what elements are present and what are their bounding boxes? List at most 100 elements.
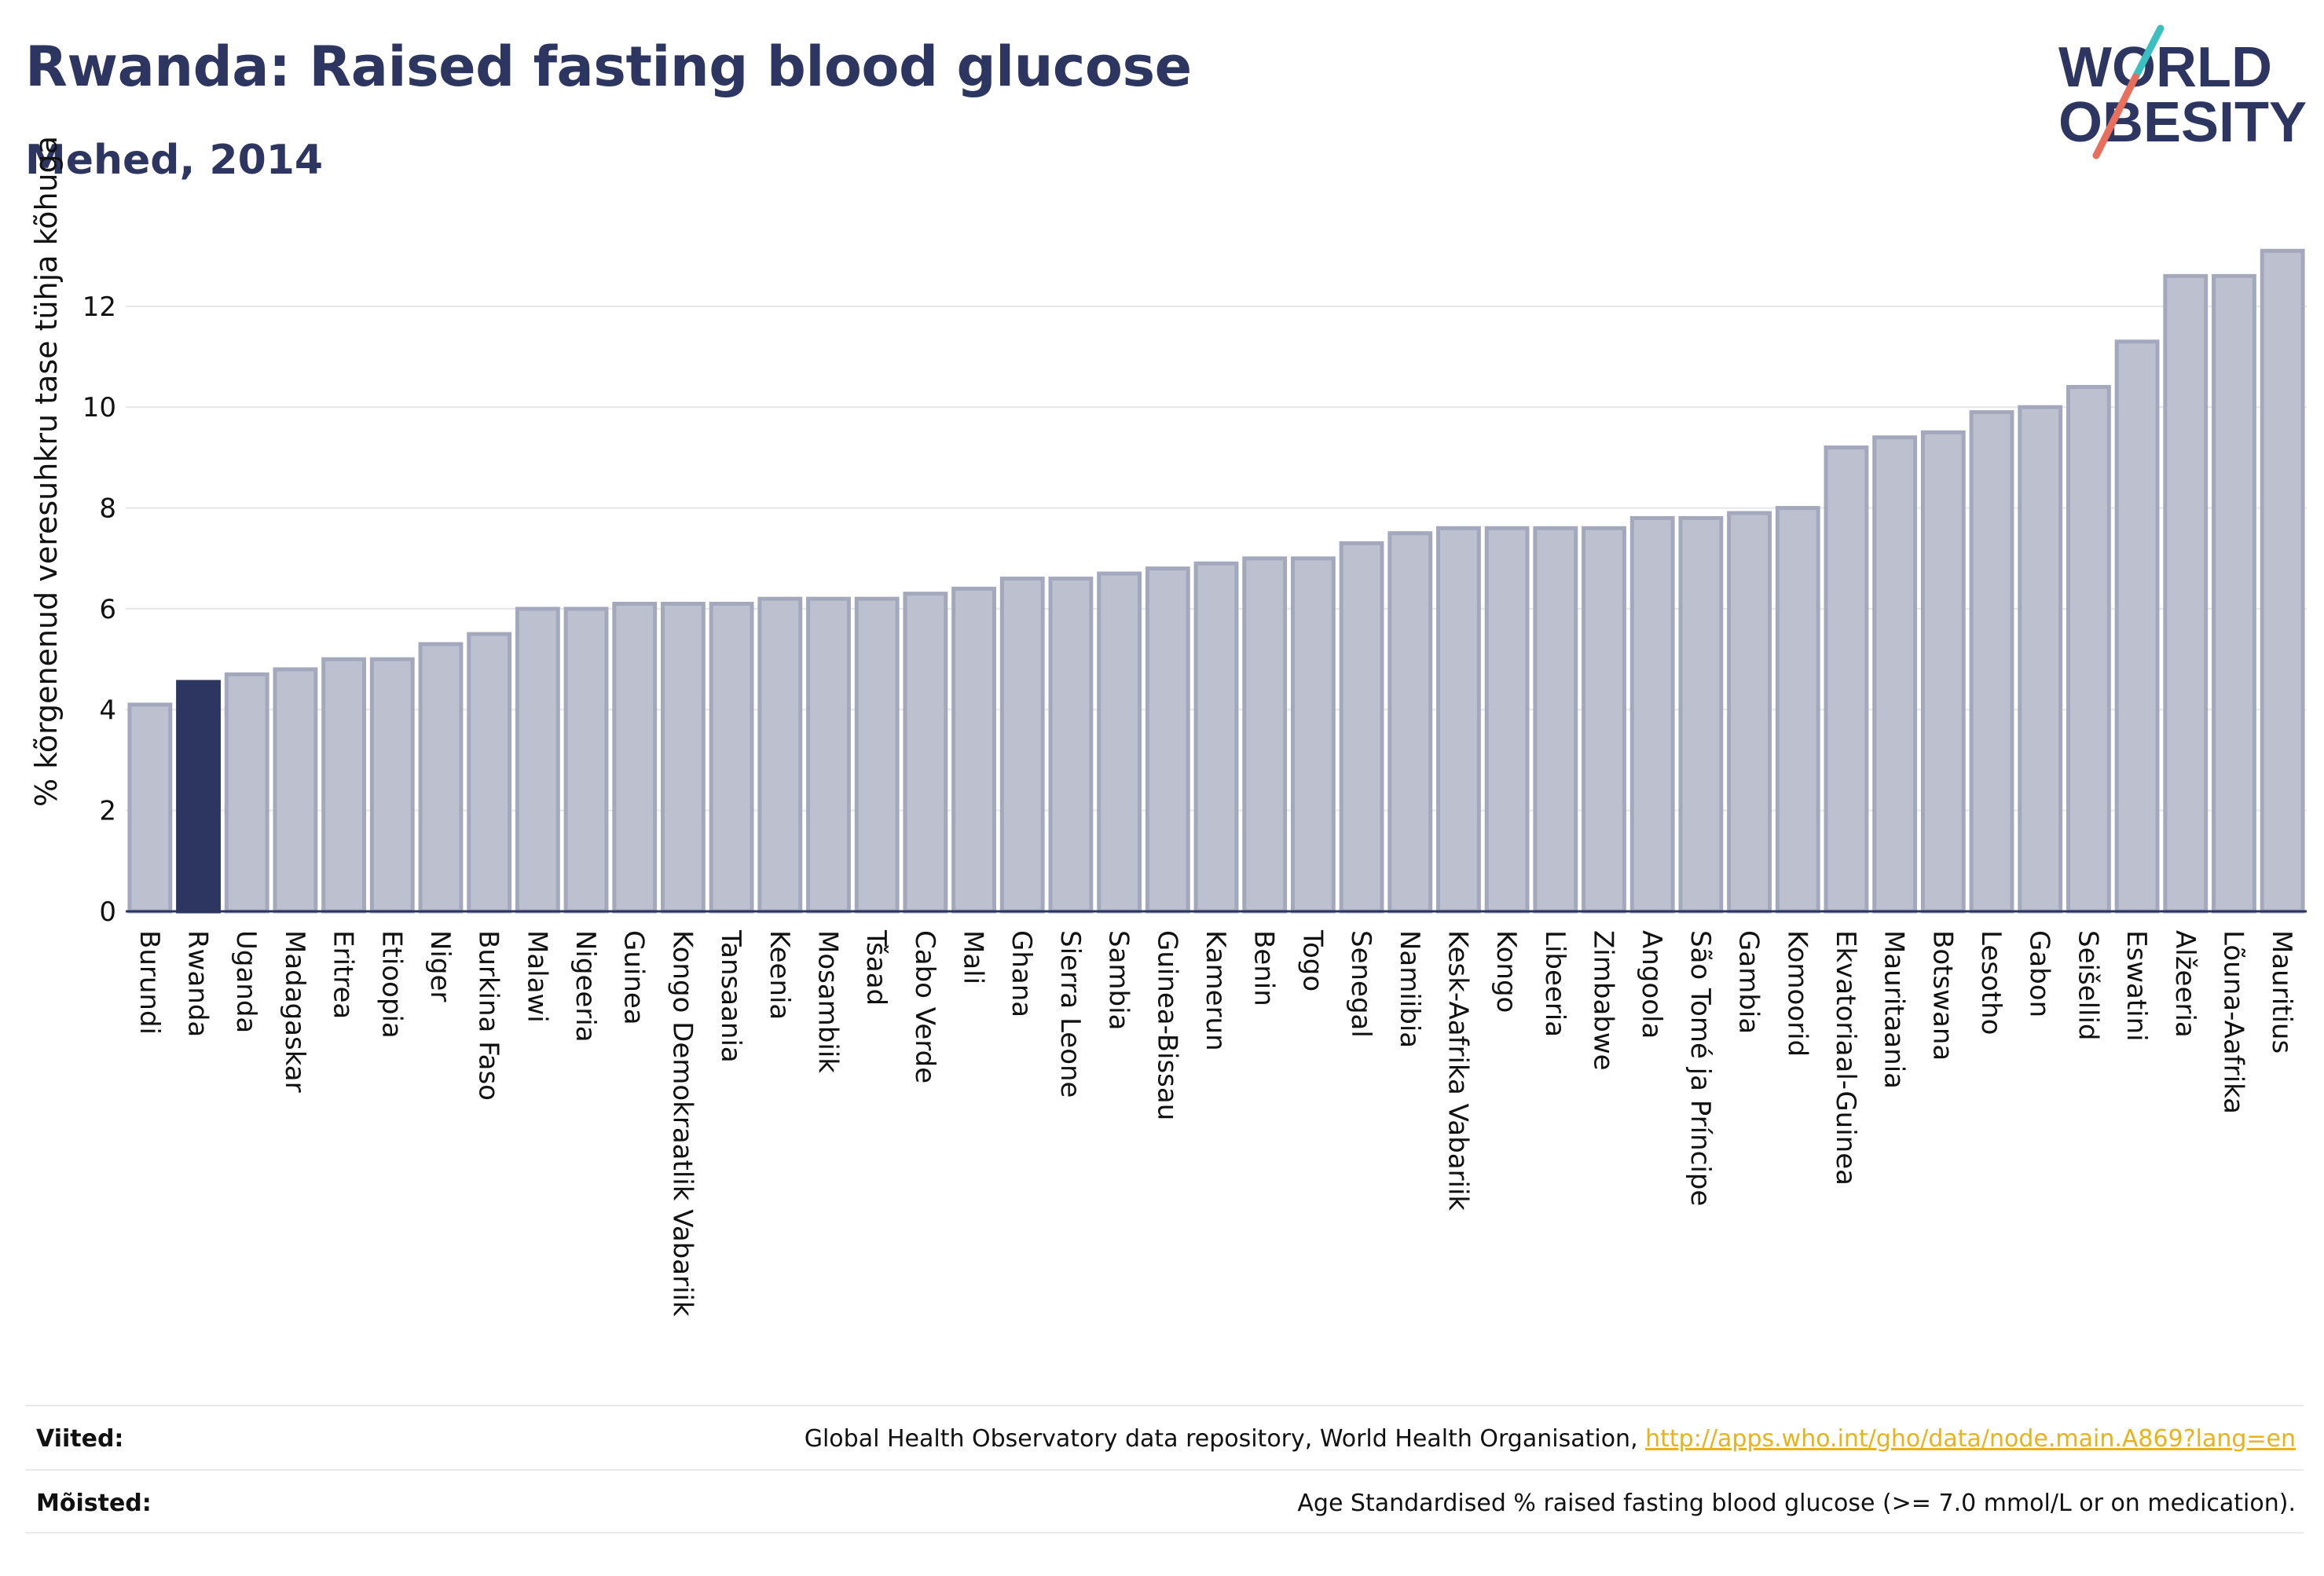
bar-malawi: [515, 607, 560, 914]
bar-guinea: [612, 602, 658, 914]
x-tick-label: Sierra Leone: [1054, 930, 1086, 1098]
bar-gambia: [1727, 511, 1772, 914]
x-tick-label: Etioopia: [376, 930, 407, 1039]
logo-slash-coral: [2092, 73, 2139, 159]
x-tick-label: Zimbabwe: [1588, 930, 1619, 1071]
x-tick-label: Nigeeria: [570, 930, 601, 1043]
footer-divider: [25, 1532, 2304, 1534]
bar-komoorid: [1775, 506, 1820, 914]
bars: [127, 248, 2305, 914]
definitions-text: Age Standardised % raised fasting blood …: [1297, 1489, 2296, 1517]
x-tick-label: São Tomé ja Príncipe: [1684, 930, 1716, 1206]
x-tick-label: Cabo Verde: [909, 930, 940, 1083]
chart-subtitle: Mehed, 2014: [25, 137, 324, 184]
bar-mosambiik: [806, 596, 851, 914]
y-tick-label: 8: [99, 493, 116, 525]
x-tick-label: Tšaad: [860, 929, 892, 1006]
bar-senegal: [1339, 541, 1384, 914]
x-tick-label: Libeeria: [1539, 930, 1571, 1037]
bar-benin: [1242, 556, 1288, 914]
x-tick-label: Senegal: [1345, 930, 1376, 1038]
bar-guinea-bissau: [1145, 566, 1190, 914]
sources-row: Viited: Global Health Observatory data r…: [25, 1405, 2304, 1471]
y-tick-label: 10: [82, 392, 116, 423]
x-tick-label: Keenia: [764, 930, 795, 1020]
bar-rwanda: [176, 680, 221, 914]
x-tick-label: Eritrea: [328, 930, 359, 1019]
logo-text-world: WORLD: [2058, 36, 2272, 99]
sources-text: Global Health Observatory data repositor…: [804, 1424, 1646, 1453]
x-tick-label: Eswatini: [2121, 930, 2152, 1042]
logo-slash-teal: [2132, 24, 2165, 81]
bar-madagaskar: [273, 667, 318, 914]
y-tick-label: 2: [99, 796, 116, 827]
bar-mauritaania: [1872, 435, 1918, 914]
bar-nigeeria: [563, 607, 609, 914]
bar-sambia: [1097, 571, 1142, 914]
x-tick-label: Ghana: [1006, 930, 1037, 1017]
chart-title: Rwanda: Raised fasting blood glucose: [25, 35, 1192, 99]
y-tick-label: 0: [99, 896, 116, 928]
bar-burkina-faso: [467, 632, 512, 914]
bar-angoola: [1629, 515, 1675, 914]
sources-link[interactable]: http://apps.who.int/gho/data/node.main.A…: [1645, 1424, 2296, 1453]
x-tick-label: Lesotho: [1975, 930, 2007, 1035]
sources-value: Global Health Observatory data repositor…: [805, 1425, 2304, 1453]
x-tick-label: Guinea: [618, 930, 650, 1025]
y-tick-label: 12: [82, 291, 116, 323]
x-tick-label: Mali: [958, 930, 989, 984]
x-tick-label: Mauritius: [2266, 930, 2297, 1054]
bar-kesk-aafrika-vabariik: [1436, 526, 1481, 914]
x-tick-label: Burkina Faso: [473, 930, 504, 1101]
x-tick-label: Malawi: [521, 930, 552, 1023]
x-tick-label: Seišellid: [2072, 930, 2103, 1041]
bar-mauritius: [2260, 248, 2305, 914]
bar-kongo: [1484, 526, 1530, 914]
x-tick-label: Botswana: [1926, 930, 1958, 1061]
bar-togo: [1290, 556, 1336, 914]
bar-zimbabwe: [1582, 526, 1626, 914]
bar-libeeria: [1533, 526, 1578, 914]
world-obesity-logo: WORLD OBESITY: [2058, 24, 2307, 159]
bar-gabon: [2018, 405, 2063, 914]
x-tick-label: Gambia: [1733, 930, 1765, 1034]
x-tick-label: Kamerun: [1200, 930, 1231, 1051]
bar-eritrea: [321, 657, 367, 914]
definitions-label: Mõisted:: [36, 1489, 152, 1517]
definitions-row: Mõisted: Age Standardised % raised fasti…: [25, 1469, 2304, 1535]
x-tick-label: Uganda: [230, 930, 262, 1033]
bar-l-una-aafrika: [2212, 273, 2256, 914]
x-tick-label: Guinea-Bissau: [1151, 930, 1182, 1120]
bar-kongo-demokraatlik-vabariik: [661, 602, 706, 914]
x-tick-label: Madagaskar: [279, 930, 310, 1093]
bar-ekvatoriaal-guinea: [1824, 445, 1869, 914]
bar-ghana: [999, 576, 1045, 914]
x-tick-label: Namiibia: [1394, 930, 1425, 1048]
x-tick-label: Benin: [1248, 930, 1280, 1006]
bar-mali: [951, 586, 996, 914]
x-tick-label: Mauritaania: [1879, 930, 1910, 1089]
bar-s-o-tom-ja-pr-ncipe: [1678, 515, 1724, 914]
y-tick-label: 4: [99, 695, 116, 726]
bar-keenia: [757, 596, 803, 914]
bar-chart: 0 2 4 6 8 10 12 Burundi Rwanda Uganda Madagaskar E…: [29, 136, 2307, 1317]
bar-etioopia: [369, 657, 415, 914]
x-tick-label: Burundi: [134, 930, 165, 1035]
x-tick-label: Angoola: [1636, 930, 1667, 1039]
bar-cabo-verde: [903, 592, 948, 914]
bar-eswatini: [2114, 339, 2160, 914]
x-tick-label: Kongo Demokraatlik Vabariik: [666, 930, 698, 1317]
x-tick-label: Kesk-Aafrika Vabariik: [1442, 930, 1473, 1211]
sources-label: Viited:: [36, 1424, 124, 1453]
bar-tansaania: [709, 602, 754, 914]
x-tick-label: Lõuna-Aafrika: [2217, 930, 2249, 1114]
x-tick-label: Ekvatoriaal-Guinea: [1830, 930, 1861, 1186]
bar-sei-ellid: [2066, 385, 2111, 914]
bar-botswana: [1920, 430, 1966, 914]
bar-niger: [418, 642, 464, 914]
x-tick-label: Togo: [1296, 929, 1328, 991]
bar-al-eeria: [2163, 273, 2209, 914]
x-tick-label: Niger: [424, 930, 456, 1002]
y-axis-ticks: 0 2 4 6 8 10 12: [82, 291, 116, 928]
x-tick-label: Sambia: [1103, 930, 1135, 1030]
